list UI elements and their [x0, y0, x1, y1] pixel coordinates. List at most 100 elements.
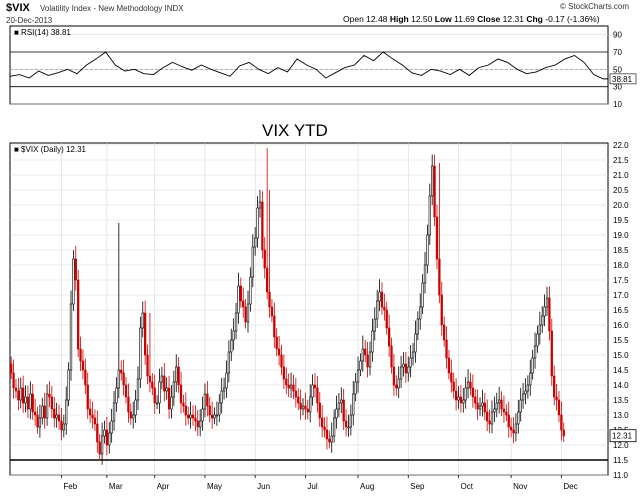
candle-body	[93, 417, 97, 425]
candle-body	[199, 420, 202, 428]
candle-body	[239, 285, 242, 302]
candle-body	[86, 384, 89, 410]
candle-body	[519, 399, 522, 413]
rsi-panel-frame	[9, 25, 609, 105]
candle-body	[354, 381, 357, 395]
candle-body	[294, 390, 297, 398]
candle-body	[227, 351, 231, 374]
candle-body	[309, 396, 312, 413]
candle-body	[507, 414, 510, 428]
symbol: $VIX	[6, 2, 30, 14]
candle-body	[48, 393, 51, 398]
candle-body	[191, 414, 195, 419]
candle-body	[62, 423, 65, 431]
candle-body	[459, 396, 463, 404]
candle-body	[19, 387, 22, 401]
candle-body	[213, 414, 216, 419]
candle-body	[419, 306, 422, 320]
candle-body	[84, 369, 87, 386]
candle-body	[538, 324, 541, 335]
price-y-tick: 11.5	[613, 456, 629, 465]
candle-body	[158, 381, 161, 404]
price-y-tick: 19.0	[613, 231, 629, 240]
candle-body	[225, 372, 228, 389]
candle-body	[129, 411, 132, 419]
candle-body	[299, 402, 302, 410]
candle-body	[165, 387, 168, 392]
open-value: 12.48	[366, 14, 388, 24]
candle-body	[153, 387, 156, 404]
candle-body	[268, 291, 271, 308]
price-y-tick: 15.0	[613, 351, 629, 360]
candle-body	[29, 393, 32, 410]
candle-body	[127, 396, 130, 413]
candle-body	[69, 303, 73, 371]
candle-body	[289, 384, 293, 389]
candle-body	[481, 402, 484, 407]
candle-body	[45, 393, 49, 419]
candle-body	[201, 408, 204, 422]
candle-body	[321, 417, 324, 428]
rsi-current-badge	[609, 73, 637, 85]
price-y-tick: 20.5	[613, 186, 629, 195]
candle-body	[476, 402, 479, 410]
candle-body	[218, 402, 221, 416]
candle-body	[112, 402, 116, 422]
candle-body	[203, 393, 207, 410]
candle-body	[117, 369, 120, 389]
candle-body	[285, 378, 288, 386]
candle-body	[342, 399, 345, 422]
price-y-tick: 15.5	[613, 336, 629, 345]
candle-body	[277, 348, 281, 356]
rsi-current-label: 38.81	[612, 75, 633, 84]
candle-body	[426, 234, 429, 266]
candle-body	[175, 366, 178, 383]
ohlc-readout: Open 12.48 High 12.50 Low 11.69 Close 12…	[343, 14, 600, 24]
candle-body	[435, 216, 439, 260]
candle-body	[22, 387, 25, 404]
candle-body	[514, 423, 518, 434]
candle-body	[108, 432, 111, 446]
candle-body	[495, 402, 498, 410]
price-y-tick: 20.0	[613, 201, 629, 210]
price-x-tick: Jun	[257, 482, 270, 491]
candle-body	[67, 369, 70, 401]
candle-body	[347, 426, 350, 429]
price-y-tick: 17.5	[613, 276, 629, 285]
candle-body	[545, 297, 549, 308]
candle-body	[196, 420, 199, 428]
candle-body	[433, 165, 436, 218]
candle-body	[110, 420, 113, 434]
candle-body	[502, 408, 506, 413]
candle-body	[397, 378, 400, 389]
candle-body	[280, 354, 283, 368]
candle-body	[273, 315, 276, 338]
candle-body	[469, 381, 472, 389]
candle-body	[407, 366, 410, 374]
candle-body	[328, 438, 331, 443]
candle-body	[466, 381, 470, 389]
candle-body	[378, 291, 381, 302]
candle-body	[421, 282, 424, 308]
candle-body	[122, 372, 125, 386]
candle-body	[115, 387, 118, 404]
candle-body	[478, 405, 482, 410]
price-current-badge	[609, 429, 637, 443]
candle-body	[261, 201, 264, 251]
candle-body	[148, 375, 152, 383]
rsi-y-tick: 10	[613, 100, 622, 109]
candle-body	[254, 237, 257, 248]
candle-body	[163, 375, 166, 392]
candle-body	[498, 399, 501, 404]
candle-body	[555, 396, 558, 401]
candle-body	[361, 348, 364, 362]
price-y-tick: 17.0	[613, 291, 629, 300]
price-y-tick: 13.5	[613, 396, 629, 405]
candle-body	[316, 387, 319, 404]
candle-body	[297, 396, 300, 404]
candle-body	[251, 246, 254, 278]
price-y-tick: 16.5	[613, 306, 629, 315]
candle-body	[246, 303, 250, 323]
candle-body	[144, 312, 147, 356]
rsi-y-tick: 50	[613, 65, 622, 74]
